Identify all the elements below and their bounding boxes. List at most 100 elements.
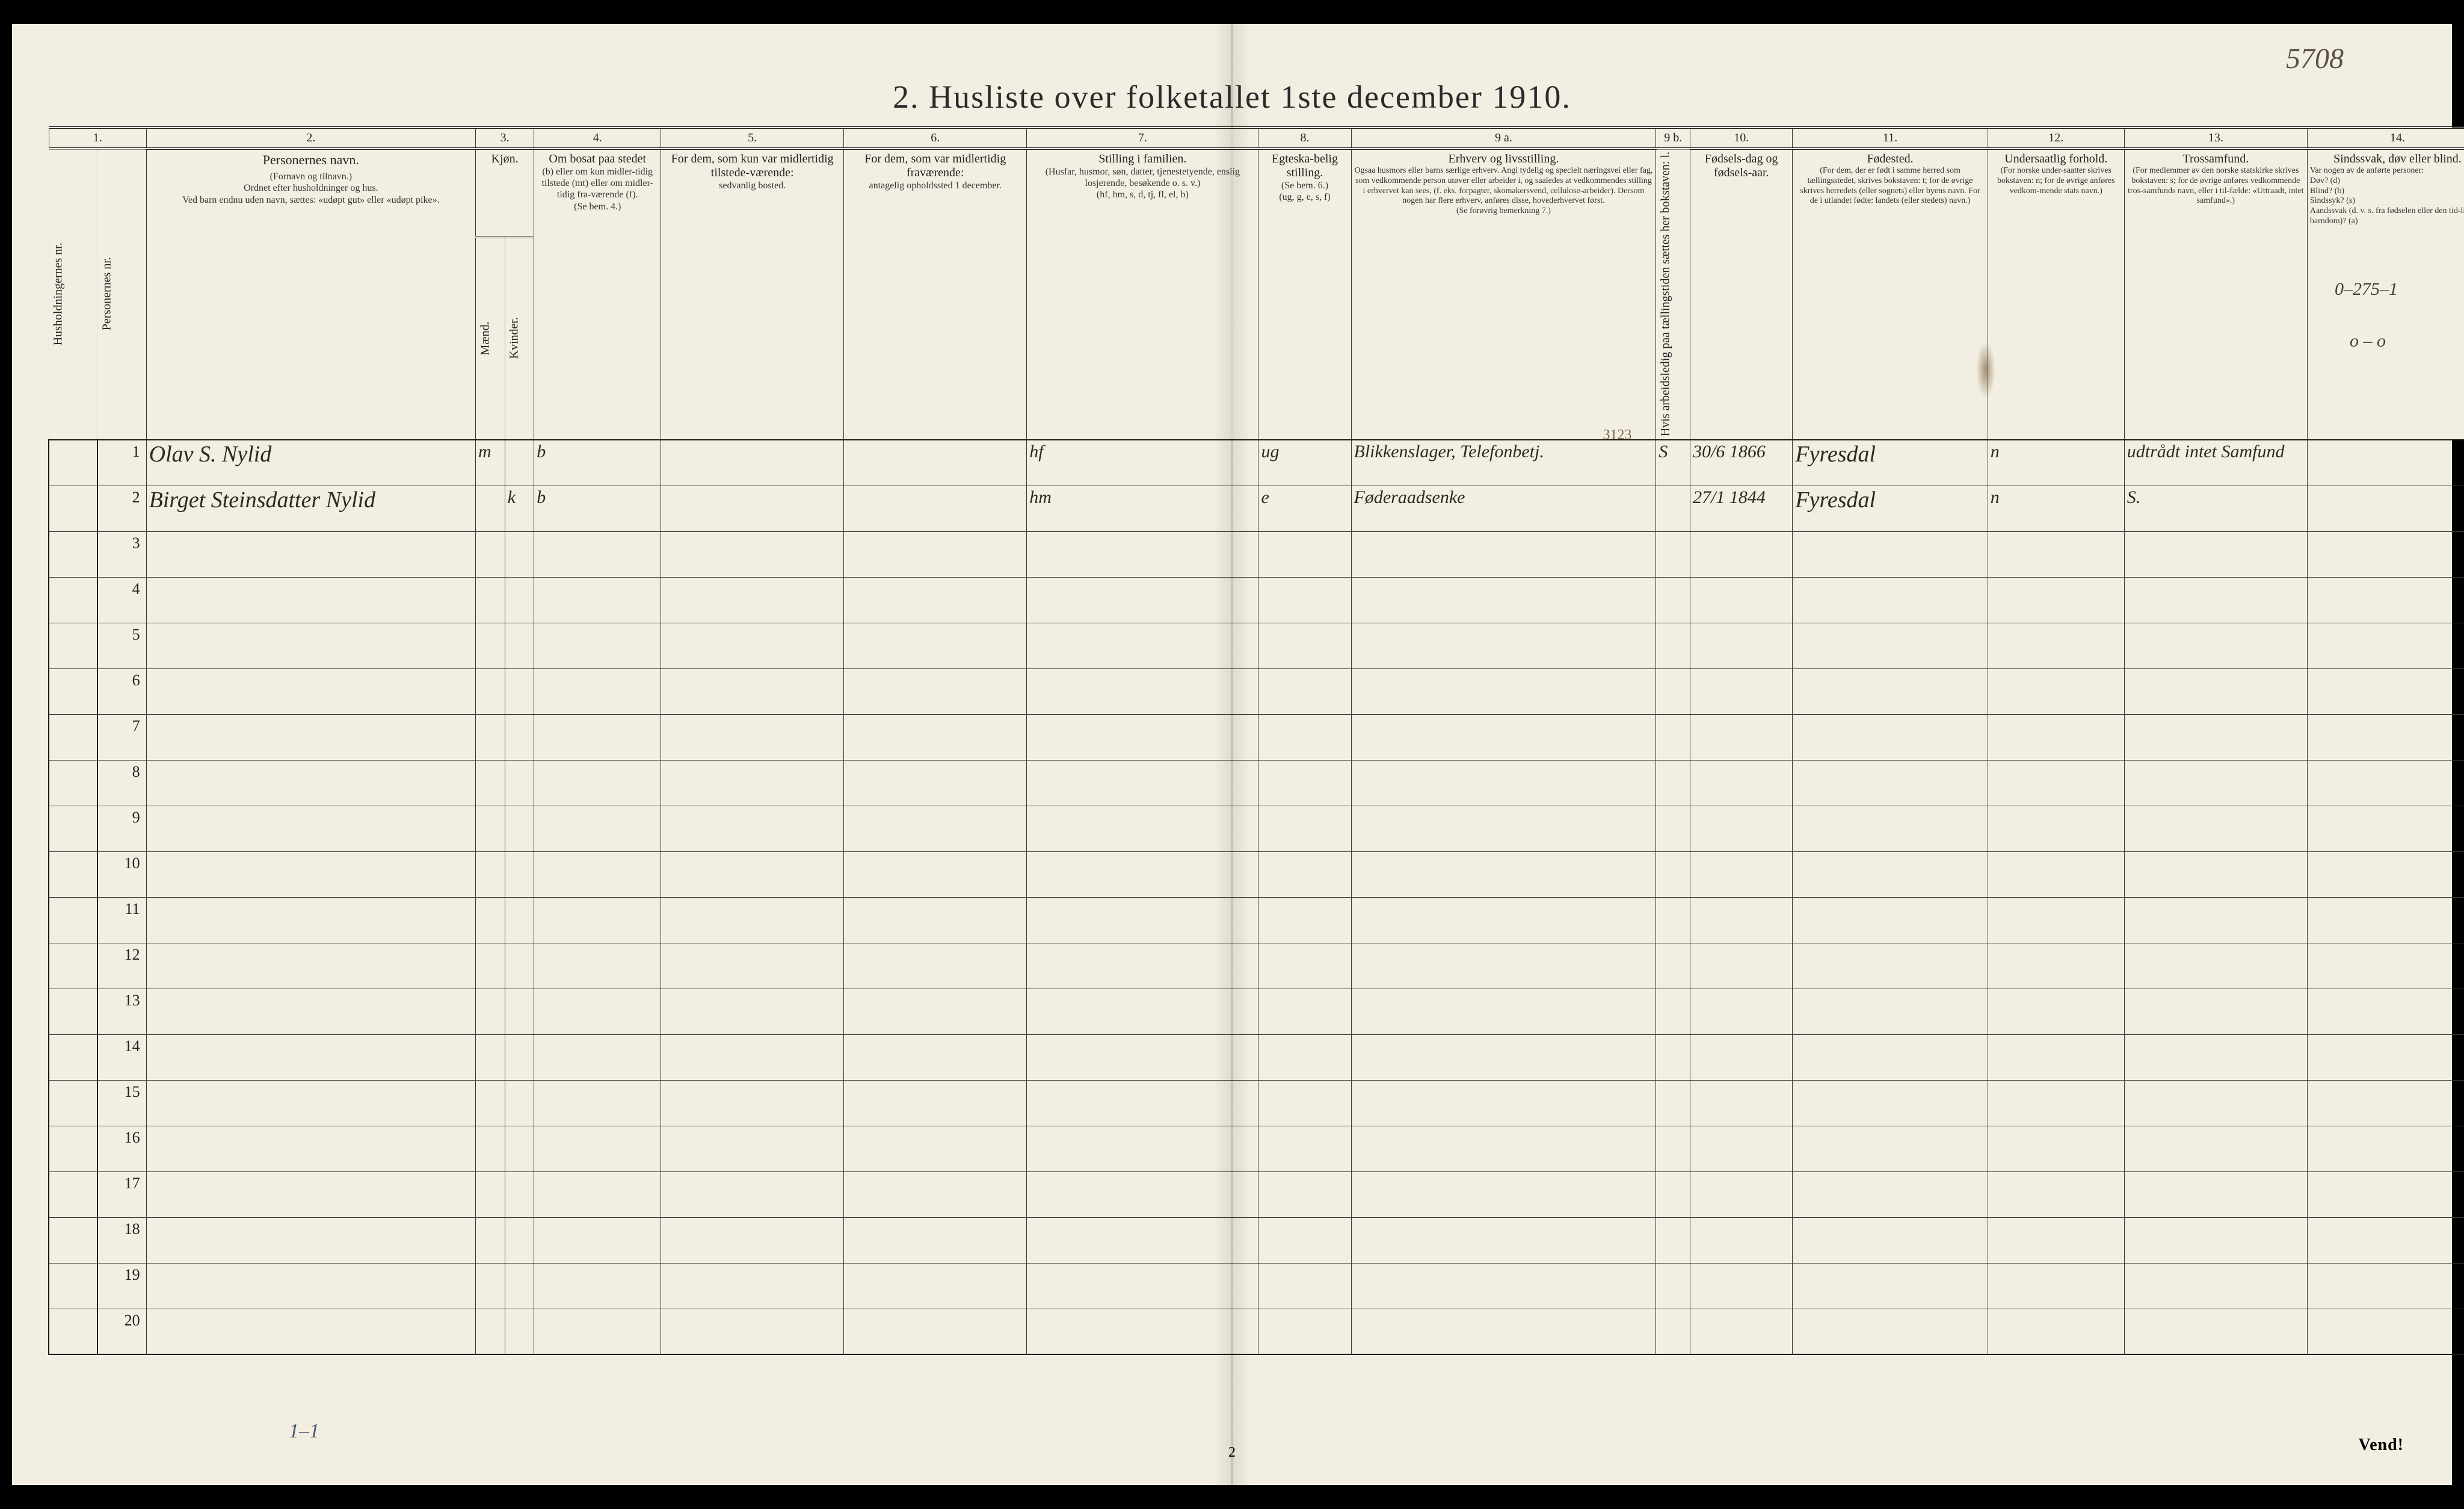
hdr-bosat-sub: (b) eller om kun midler-tidig tilstede (… xyxy=(537,166,658,212)
cell-person-nr: 5 xyxy=(97,623,146,668)
cell-undersaat: n xyxy=(1988,440,2124,486)
cell-familien-text: hm xyxy=(1029,487,1052,507)
cell-fravar xyxy=(844,1217,1027,1263)
cell-fravar xyxy=(844,1080,1027,1126)
cell-fravar xyxy=(844,531,1027,577)
cell-bosat xyxy=(534,668,661,714)
form-title: 2. Husliste over folketallet 1ste decemb… xyxy=(893,78,1571,116)
cell-hushold-nr xyxy=(49,943,97,989)
cell-undersaat xyxy=(1988,897,2124,943)
cell-arbeidsledig-text: S xyxy=(1659,442,1668,461)
cell-person-nr: 12 xyxy=(97,943,146,989)
cell-erhverv xyxy=(1351,714,1656,760)
margin-note-bottom: o – o xyxy=(2350,331,2386,351)
cell-sind xyxy=(2307,714,2464,760)
cell-maend xyxy=(476,760,505,806)
colnum-9a: 9 a. xyxy=(1351,128,1656,149)
table-body: 1Olav S. Nylidmbhfug3123Blikkenslager, T… xyxy=(49,440,2464,1354)
cell-arbeidsledig xyxy=(1656,1171,1690,1217)
cell-tilstede xyxy=(661,760,844,806)
table-row: 6 xyxy=(49,668,2464,714)
cell-navn: Olav S. Nylid xyxy=(146,440,475,486)
table-row: 10 xyxy=(49,851,2464,897)
cell-person-nr: 7 xyxy=(97,714,146,760)
cell-maend xyxy=(476,577,505,623)
cell-maend xyxy=(476,623,505,668)
cell-undersaat xyxy=(1988,943,2124,989)
cell-familien: hf xyxy=(1027,440,1258,486)
cell-person-nr: 11 xyxy=(97,897,146,943)
cell-tros xyxy=(2124,668,2307,714)
cell-arbeidsledig xyxy=(1656,989,1690,1034)
cell-kvinder xyxy=(505,1309,534,1354)
cell-tros xyxy=(2124,851,2307,897)
cell-fodested xyxy=(1793,1171,1988,1217)
cell-hushold-nr xyxy=(49,851,97,897)
cell-undersaat-text: n xyxy=(1991,442,2000,461)
cell-navn xyxy=(146,1034,475,1080)
hdr-familien-title: Stilling i familien. xyxy=(1029,152,1255,166)
cell-fodselsdag xyxy=(1690,1309,1793,1354)
table-row: 20 xyxy=(49,1309,2464,1354)
cell-arbeidsledig: S xyxy=(1656,440,1690,486)
hdr-navn-sub: (Fornavn og tilnavn.) Ordnet efter husho… xyxy=(149,171,473,206)
cell-fodselsdag xyxy=(1690,897,1793,943)
hdr-fodested: Fødested. (For dem, der er født i samme … xyxy=(1793,149,1988,440)
cell-tros xyxy=(2124,806,2307,851)
cell-person-nr: 1 xyxy=(97,440,146,486)
cell-egte xyxy=(1258,851,1351,897)
cell-fravar xyxy=(844,897,1027,943)
cell-kvinder xyxy=(505,943,534,989)
hdr-fravar-title: For dem, som var midlertidig fraværende: xyxy=(846,152,1024,180)
hdr-person-nr: Personernes nr. xyxy=(97,149,146,440)
cell-erhverv xyxy=(1351,1126,1656,1171)
header-row-numbers: 1. 2. 3. 4. 5. 6. 7. 8. 9 a. 9 b. 10. 11… xyxy=(49,128,2464,149)
cell-fodselsdag xyxy=(1690,577,1793,623)
cell-tros xyxy=(2124,1034,2307,1080)
cell-fodselsdag xyxy=(1690,1034,1793,1080)
cell-familien xyxy=(1027,668,1258,714)
cell-fodested xyxy=(1793,806,1988,851)
table-row: 9 xyxy=(49,806,2464,851)
cell-tros xyxy=(2124,1309,2307,1354)
cell-bosat xyxy=(534,989,661,1034)
cell-maend xyxy=(476,989,505,1034)
cell-familien xyxy=(1027,806,1258,851)
cell-egte xyxy=(1258,897,1351,943)
cell-navn: Birget Steinsdatter Nylid xyxy=(146,486,475,531)
cell-tilstede xyxy=(661,897,844,943)
cell-navn xyxy=(146,623,475,668)
colnum-9b: 9 b. xyxy=(1656,128,1690,149)
cell-navn xyxy=(146,531,475,577)
cell-familien: hm xyxy=(1027,486,1258,531)
cell-undersaat xyxy=(1988,989,2124,1034)
cell-egte xyxy=(1258,1080,1351,1126)
cell-arbeidsledig xyxy=(1656,943,1690,989)
hdr-kvinder: Kvinder. xyxy=(505,237,534,440)
cell-fodested: Fyresdal xyxy=(1793,440,1988,486)
hdr-sind-sub: Var nogen av de anførte personer: Døv? (… xyxy=(2310,166,2464,227)
cell-fodselsdag xyxy=(1690,668,1793,714)
cell-hushold-nr xyxy=(49,897,97,943)
table-row: 5 xyxy=(49,623,2464,668)
hdr-tros: Trossamfund. (For medlemmer av den norsk… xyxy=(2124,149,2307,440)
cell-tilstede xyxy=(661,1171,844,1217)
cell-maend xyxy=(476,806,505,851)
cell-fodested xyxy=(1793,1080,1988,1126)
cell-arbeidsledig xyxy=(1656,577,1690,623)
cell-kvinder xyxy=(505,1217,534,1263)
hdr-tilstede-title: For dem, som kun var midlertidig tilsted… xyxy=(664,152,841,180)
table-row: 12 xyxy=(49,943,2464,989)
margin-note-top: 0–275–1 xyxy=(2335,279,2398,300)
cell-egte xyxy=(1258,577,1351,623)
cell-tros xyxy=(2124,1126,2307,1171)
cell-navn xyxy=(146,577,475,623)
cell-bosat xyxy=(534,1126,661,1171)
cell-fodested xyxy=(1793,623,1988,668)
cell-tros xyxy=(2124,531,2307,577)
cell-hushold-nr xyxy=(49,1034,97,1080)
cell-arbeidsledig xyxy=(1656,897,1690,943)
cell-maend xyxy=(476,1080,505,1126)
cell-bosat xyxy=(534,1080,661,1126)
cell-person-nr: 18 xyxy=(97,1217,146,1263)
